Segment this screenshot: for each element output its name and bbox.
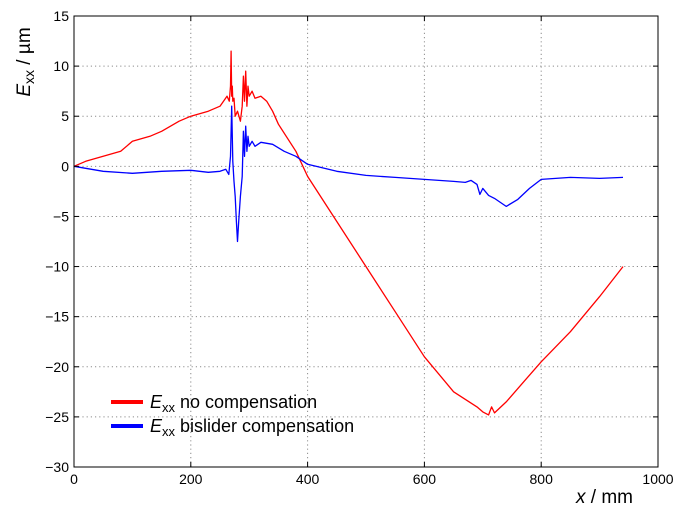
- y-tick-label: −5: [53, 208, 69, 224]
- y-tick-label: 15: [53, 8, 69, 24]
- x-axis-label: x / mm: [575, 487, 633, 508]
- x-tick-label: 400: [296, 471, 320, 487]
- legend-label-2: Exx bislider compensation: [150, 416, 354, 439]
- grid: [74, 16, 658, 467]
- ticks: 0 200 400 600 800 1000 15 10 5 0 −5 −10 −15 −20 −25 −30: [45, 8, 674, 487]
- x-tick-label: 1000: [642, 471, 673, 487]
- x-tick-label: 600: [413, 471, 437, 487]
- x-tick-label: 200: [179, 471, 203, 487]
- plot-frame: [73, 15, 659, 468]
- y-axis-label: Exx / µm: [14, 27, 37, 96]
- y-tick-label: −15: [45, 309, 69, 325]
- x-tick-label: 0: [70, 471, 78, 487]
- y-tick-label: −10: [45, 259, 69, 275]
- y-tick-label: −25: [45, 409, 69, 425]
- x-tick-label: 800: [530, 471, 554, 487]
- series-line-2: [73, 105, 624, 243]
- y-tick-label: −20: [45, 359, 69, 375]
- y-tick-label: 0: [61, 158, 69, 174]
- legend-label-1: Exx no compensation: [150, 392, 317, 415]
- y-tick-label: 5: [61, 108, 69, 124]
- y-tick-label: −30: [45, 459, 69, 475]
- y-tick-label: 10: [53, 58, 69, 74]
- series-line-1: [73, 50, 624, 416]
- series-layer: [73, 50, 624, 416]
